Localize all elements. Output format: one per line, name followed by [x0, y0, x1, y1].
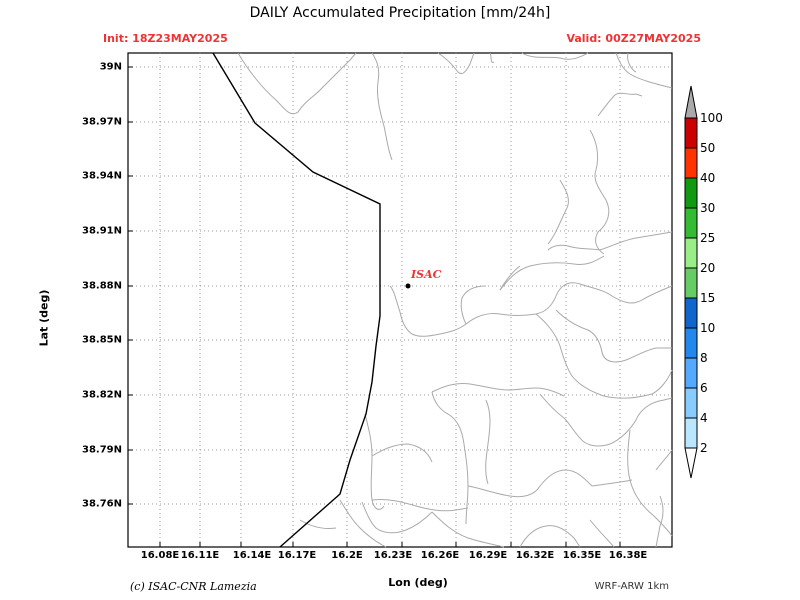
lat-tick-label: 38.94N [82, 170, 122, 182]
colorbar-label: 10 [700, 321, 716, 335]
colorbar-bin [684, 147, 698, 179]
y-axis-title: Lat (deg) [37, 289, 51, 347]
colorbar-label: 6 [700, 381, 708, 395]
lat-tick-label: 38.82N [82, 389, 122, 401]
colorbar-label: 4 [700, 411, 708, 425]
colorbar-bin [684, 267, 698, 299]
colorbar-bin [684, 297, 698, 329]
station-label: ISAC [411, 268, 442, 281]
colorbar-under-triangle [684, 447, 698, 479]
lon-tick-label: 16.23E [373, 550, 413, 561]
lon-tick-label: 16.08E [140, 550, 180, 561]
colorbar-bin [684, 207, 698, 239]
colorbar-bin [684, 177, 698, 209]
colorbar-label: 15 [700, 291, 716, 305]
lat-tick-label: 38.88N [82, 280, 122, 292]
lat-tick-label: 38.91N [82, 225, 122, 237]
graticule [128, 53, 672, 547]
lon-tick-label: 16.38E [608, 550, 648, 561]
lon-tick-label: 16.29E [468, 550, 508, 561]
lat-tick-label: 38.97N [82, 116, 122, 128]
init-time: Init: 18Z23MAY2025 [103, 32, 228, 45]
axis-ticks [128, 66, 621, 547]
colorbar-label: 8 [700, 351, 708, 365]
lon-tick-label: 16.14E [232, 550, 272, 561]
lon-tick-label: 16.17E [277, 550, 317, 561]
colorbar [684, 85, 698, 479]
colorbar-bin [684, 237, 698, 269]
colorbar-bin [684, 117, 698, 149]
lat-tick-label: 38.85N [82, 334, 122, 346]
x-axis-title: Lon (deg) [388, 576, 448, 589]
colorbar-label: 40 [700, 171, 716, 185]
credit-text: (c) ISAC-CNR Lamezia [130, 580, 257, 593]
coastline [212, 52, 381, 548]
lon-tick-label: 16.26E [420, 550, 460, 561]
colorbar-bin [684, 327, 698, 359]
lon-tick-label: 16.35E [562, 550, 602, 561]
municipal-boundaries [237, 52, 673, 548]
lon-tick-label: 16.32E [515, 550, 555, 561]
lat-tick-label: 38.76N [82, 498, 122, 510]
colorbar-label: 20 [700, 261, 716, 275]
map-title: DAILY Accumulated Precipitation [mm/24h] [249, 5, 551, 21]
colorbar-label: 2 [700, 441, 708, 455]
colorbar-bin [684, 387, 698, 419]
colorbar-label: 30 [700, 201, 716, 215]
colorbar-label: 100 [700, 111, 723, 125]
station-marker [405, 283, 411, 289]
model-name: WRF-ARW 1km [594, 581, 669, 592]
valid-time: Valid: 00Z27MAY2025 [566, 32, 701, 45]
lon-tick-label: 16.2E [331, 550, 363, 561]
lon-tick-label: 16.11E [180, 550, 220, 561]
lat-tick-label: 38.79N [82, 444, 122, 456]
colorbar-over-triangle [684, 85, 698, 119]
colorbar-label: 50 [700, 141, 716, 155]
plot-frame [127, 52, 673, 548]
lat-tick-label: 39N [99, 61, 122, 73]
colorbar-label: 25 [700, 231, 716, 245]
colorbar-bin [684, 417, 698, 449]
colorbar-bin [684, 357, 698, 389]
